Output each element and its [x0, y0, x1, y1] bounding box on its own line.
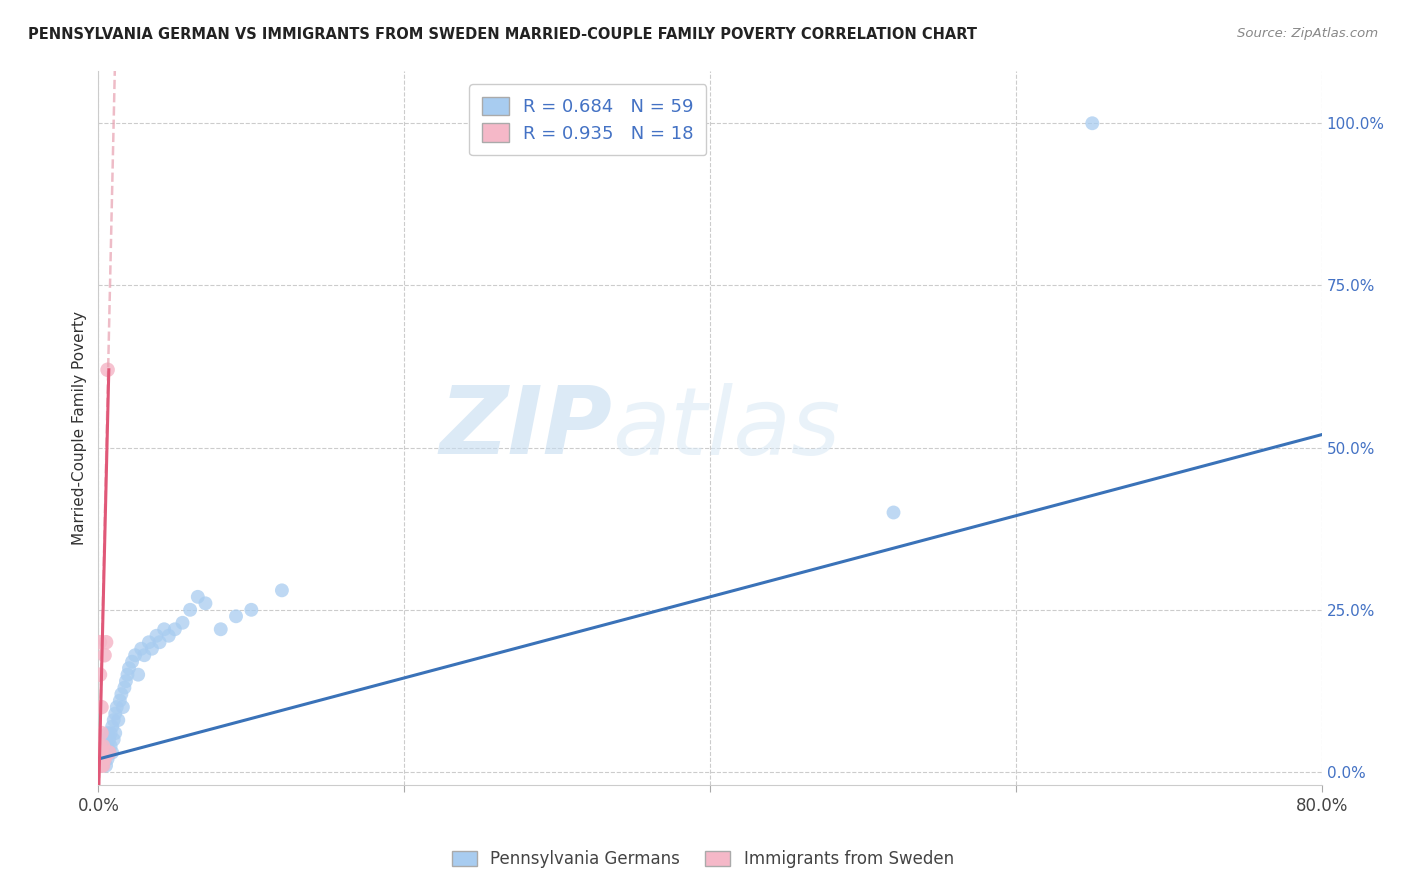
Point	[91, 746, 114, 760]
Point	[138, 635, 160, 649]
Point	[91, 758, 114, 772]
Point	[91, 739, 114, 753]
Point	[97, 739, 120, 753]
Point	[97, 752, 120, 766]
Point	[89, 752, 111, 766]
Point	[94, 732, 117, 747]
Point	[153, 622, 176, 636]
Point	[103, 732, 125, 747]
Point	[100, 726, 122, 740]
Point	[127, 667, 149, 681]
Point	[91, 752, 114, 766]
Point	[118, 661, 141, 675]
Point	[89, 758, 111, 772]
Point	[163, 622, 186, 636]
Point	[124, 648, 146, 663]
Text: PENNSYLVANIA GERMAN VS IMMIGRANTS FROM SWEDEN MARRIED-COUPLE FAMILY POVERTY CORR: PENNSYLVANIA GERMAN VS IMMIGRANTS FROM S…	[28, 27, 977, 42]
Point	[240, 603, 263, 617]
Point	[94, 635, 117, 649]
Point	[172, 615, 194, 630]
Point	[121, 655, 143, 669]
Point	[98, 732, 121, 747]
Point	[187, 590, 209, 604]
Point	[91, 739, 114, 753]
Point	[94, 758, 117, 772]
Legend: Pennsylvania Germans, Immigrants from Sweden: Pennsylvania Germans, Immigrants from Sw…	[446, 844, 960, 875]
Point	[145, 629, 167, 643]
Point	[111, 700, 134, 714]
Y-axis label: Married-Couple Family Poverty: Married-Couple Family Poverty	[72, 311, 87, 545]
Point	[112, 681, 135, 695]
Point	[883, 506, 905, 520]
Point	[157, 629, 180, 643]
Point	[97, 363, 120, 377]
Point	[209, 622, 232, 636]
Point	[90, 746, 112, 760]
Point	[91, 758, 114, 772]
Point	[90, 726, 112, 740]
Point	[89, 635, 111, 649]
Point	[104, 706, 127, 721]
Point	[89, 739, 111, 753]
Point	[89, 667, 111, 681]
Text: Source: ZipAtlas.com: Source: ZipAtlas.com	[1237, 27, 1378, 40]
Point	[107, 713, 129, 727]
Point	[1081, 116, 1104, 130]
Point	[225, 609, 247, 624]
Point	[90, 700, 112, 714]
Point	[270, 583, 292, 598]
Legend: R = 0.684   N = 59, R = 0.935   N = 18: R = 0.684 N = 59, R = 0.935 N = 18	[470, 84, 706, 155]
Point	[105, 700, 128, 714]
Point	[93, 648, 115, 663]
Point	[93, 746, 115, 760]
Point	[149, 635, 172, 649]
Point	[100, 739, 122, 753]
Point	[98, 746, 121, 760]
Point	[141, 641, 163, 656]
Point	[115, 674, 138, 689]
Point	[89, 758, 111, 772]
Point	[97, 726, 120, 740]
Point	[89, 752, 111, 766]
Point	[104, 726, 127, 740]
Point	[98, 746, 121, 760]
Point	[194, 596, 217, 610]
Point	[90, 758, 112, 772]
Point	[129, 641, 152, 656]
Point	[93, 752, 115, 766]
Point	[108, 693, 131, 707]
Point	[134, 648, 156, 663]
Point	[103, 713, 125, 727]
Point	[101, 746, 124, 760]
Text: ZIP: ZIP	[439, 382, 612, 475]
Point	[90, 746, 112, 760]
Point	[93, 739, 115, 753]
Text: atlas: atlas	[612, 383, 841, 474]
Point	[101, 720, 124, 734]
Point	[179, 603, 201, 617]
Point	[93, 752, 115, 766]
Point	[94, 746, 117, 760]
Point	[91, 752, 114, 766]
Point	[110, 687, 132, 701]
Point	[90, 752, 112, 766]
Point	[89, 746, 111, 760]
Point	[117, 667, 139, 681]
Point	[90, 758, 112, 772]
